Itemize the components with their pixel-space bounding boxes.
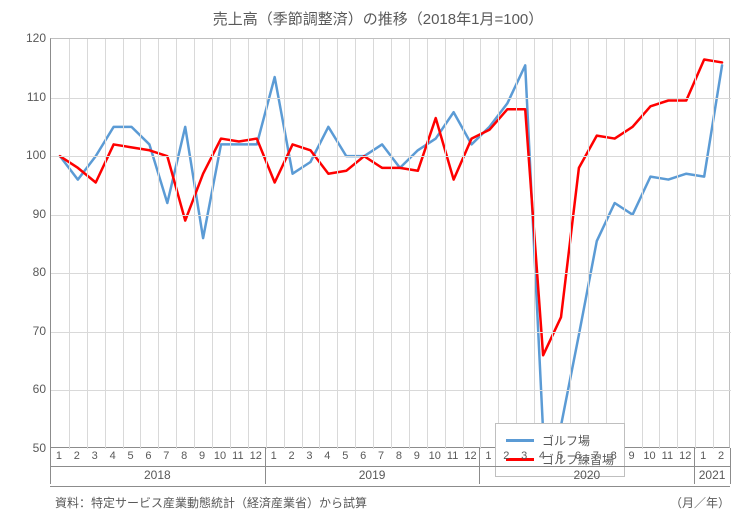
grid-vertical (230, 39, 231, 449)
grid-vertical (87, 39, 88, 449)
grid-vertical (302, 39, 303, 449)
y-tick-label: 70 (6, 324, 46, 338)
y-tick-label: 110 (6, 90, 46, 104)
y-tick-label: 50 (6, 441, 46, 455)
xaxis-edge (730, 448, 731, 484)
y-tick-label: 90 (6, 207, 46, 221)
grid-vertical (570, 39, 571, 449)
xaxis-edge (50, 448, 51, 484)
grid-vertical (463, 39, 464, 449)
grid-vertical (695, 39, 696, 449)
year-row-bottom (50, 486, 730, 487)
y-tick-label: 120 (6, 31, 46, 45)
grid-vertical (391, 39, 392, 449)
grid-vertical (266, 39, 267, 449)
y-tick-label: 60 (6, 382, 46, 396)
grid-vertical (713, 39, 714, 449)
grid-vertical (194, 39, 195, 449)
grid-vertical (516, 39, 517, 449)
x-year-label: 2020 (573, 468, 600, 482)
chart-container: 売上高（季節調整済）の推移（2018年1月=100） ゴルフ場ゴルフ練習場 資料… (0, 0, 756, 529)
legend-label: ゴルフ場 (542, 432, 590, 449)
grid-vertical (248, 39, 249, 449)
x-month-label: 2 (711, 450, 731, 462)
y-tick-label: 80 (6, 265, 46, 279)
grid-vertical (409, 39, 410, 449)
grid-vertical (319, 39, 320, 449)
x-year-label: 2018 (144, 468, 171, 482)
grid-vertical (659, 39, 660, 449)
grid-vertical (212, 39, 213, 449)
x-year-label: 2019 (359, 468, 386, 482)
legend-swatch (506, 439, 534, 442)
x-year-label: 2021 (699, 468, 726, 482)
legend-item: ゴルフ場 (506, 432, 614, 449)
grid-vertical (588, 39, 589, 449)
year-row-sep (50, 466, 730, 467)
grid-vertical (158, 39, 159, 449)
grid-vertical (480, 39, 481, 449)
grid-vertical (373, 39, 374, 449)
grid-vertical (624, 39, 625, 449)
grid-vertical (140, 39, 141, 449)
grid-vertical (176, 39, 177, 449)
grid-vertical (355, 39, 356, 449)
source-note: 資料：特定サービス産業動態統計（経済産業省）から試算 (55, 494, 367, 511)
grid-vertical (498, 39, 499, 449)
grid-vertical (337, 39, 338, 449)
plot-area (50, 38, 730, 448)
grid-vertical (284, 39, 285, 449)
grid-vertical (534, 39, 535, 449)
grid-vertical (606, 39, 607, 449)
grid-vertical (642, 39, 643, 449)
axis-label: （月／年） (670, 494, 730, 511)
grid-vertical (427, 39, 428, 449)
grid-vertical (677, 39, 678, 449)
grid-vertical (69, 39, 70, 449)
grid-vertical (552, 39, 553, 449)
grid-vertical (445, 39, 446, 449)
grid-vertical (105, 39, 106, 449)
chart-title: 売上高（季節調整済）の推移（2018年1月=100） (0, 8, 756, 29)
grid-vertical (123, 39, 124, 449)
y-tick-label: 100 (6, 148, 46, 162)
